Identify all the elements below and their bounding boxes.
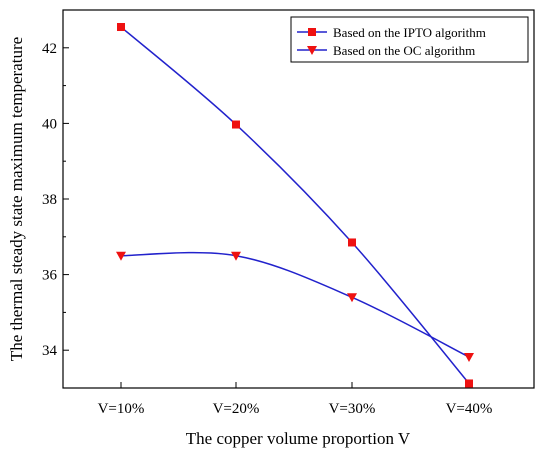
series-line-0: [120, 26, 470, 384]
x-tick-label: V=20%: [213, 401, 260, 417]
y-axis: 34 36 38 40 42: [42, 9, 69, 389]
data-point-triangle: [116, 251, 126, 261]
data-point-square: [232, 120, 240, 129]
legend: Based on the IPTO algorithm Based on the…: [290, 16, 529, 63]
x-tick-label: V=30%: [329, 401, 376, 417]
legend-marker-oc: [307, 46, 317, 55]
data-point-square: [348, 238, 356, 247]
y-tick-label: 36: [42, 268, 58, 284]
legend-label-ipto: Based on the IPTO algorithm: [333, 25, 486, 40]
data-point-triangle: [464, 353, 474, 363]
series-line-1: [120, 251, 470, 358]
x-axis: V=10% V=20% V=30% V=40%: [98, 382, 493, 417]
legend-label-oc: Based on the OC algorithm: [333, 43, 475, 58]
x-tick-label: V=10%: [98, 401, 145, 417]
data-point-square: [465, 379, 473, 388]
data-point-square: [117, 23, 125, 32]
plot-frame: [62, 9, 535, 389]
legend-box: [290, 16, 529, 63]
y-tick-label: 40: [42, 116, 57, 132]
data-point-triangle: [347, 293, 357, 303]
x-tick-label: V=40%: [446, 401, 493, 417]
y-axis-title: The thermal steady state maximum tempera…: [7, 37, 26, 361]
y-tick-label: 34: [42, 343, 58, 359]
x-axis-title: The copper volume proportion V: [186, 429, 411, 448]
y-tick-label: 38: [42, 192, 57, 208]
data-point-triangle: [231, 251, 241, 261]
y-tick-label: 42: [42, 41, 57, 57]
series-layer: [116, 23, 474, 388]
legend-marker-ipto: [308, 28, 316, 36]
